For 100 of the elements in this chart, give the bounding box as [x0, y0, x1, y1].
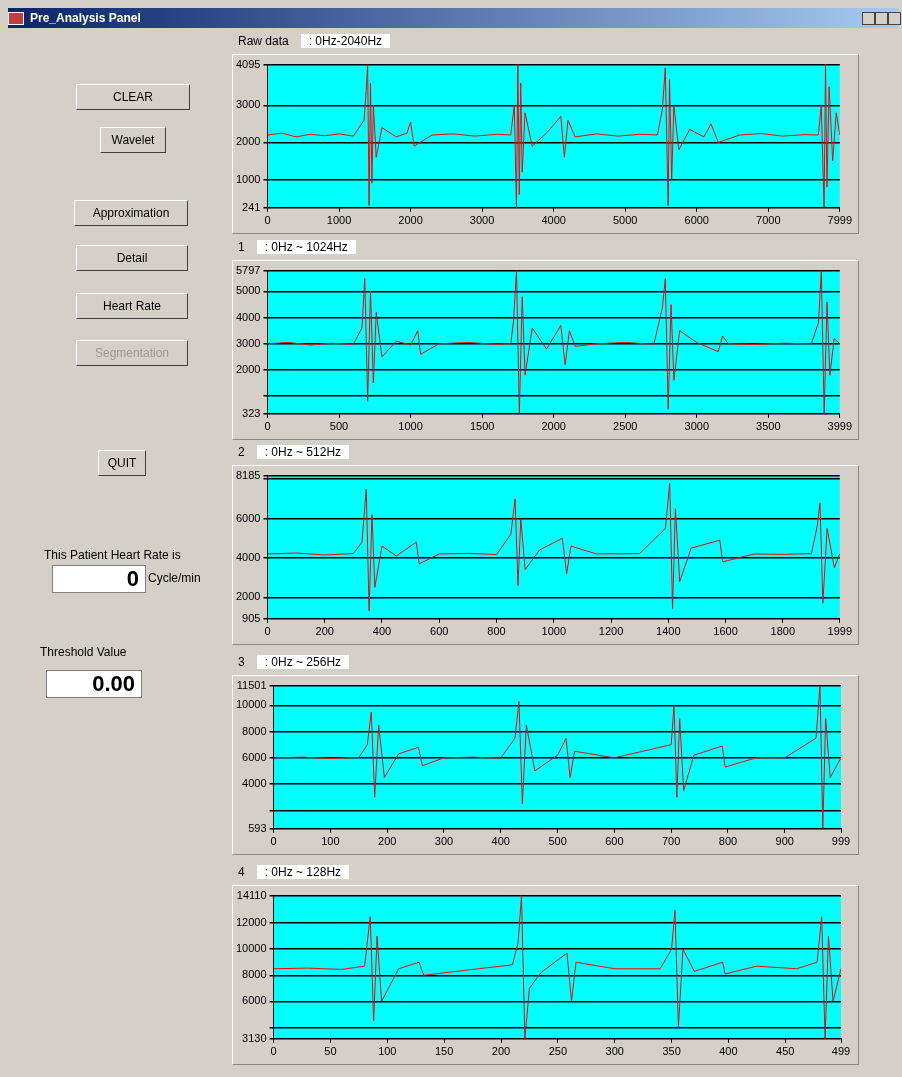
x-tick-label: 2500 — [613, 420, 638, 433]
x-tick-label: 900 — [775, 835, 794, 848]
x-tick-label: 800 — [487, 625, 506, 638]
y-tick-label: 10000 — [235, 698, 267, 711]
x-tick-label: 2000 — [541, 420, 566, 433]
y-tick-label: 4095 — [235, 57, 261, 70]
chart-title: 3 — [238, 655, 245, 669]
chart-title: 4 — [238, 865, 245, 879]
text: QUIT — [98, 450, 146, 476]
x-tick-label: 499 — [831, 1045, 851, 1058]
y-tick-label: 2000 — [235, 362, 261, 375]
y-tick-label: 905 — [242, 611, 261, 624]
x-tick-label: 7000 — [756, 214, 781, 227]
x-tick-label: 150 — [434, 1045, 454, 1058]
chart-title: Raw data — [238, 34, 289, 48]
y-tick-label: 5000 — [235, 284, 261, 297]
text: This Patient Heart Rate is — [44, 548, 182, 562]
x-tick-label: 250 — [548, 1045, 568, 1058]
y-tick-label: 6000 — [242, 750, 267, 763]
y-tick-label: 14110 — [236, 888, 267, 901]
chart-subtitle: : 0Hz ~ 1024Hz — [256, 240, 356, 254]
text: Threshold Value — [40, 645, 128, 659]
x-tick-label: 200 — [491, 1045, 511, 1058]
chart-subtitle: : 0Hz ~ 512Hz — [256, 445, 350, 459]
y-tick-label: 11501 — [236, 678, 267, 691]
x-tick-label: 1999 — [827, 625, 853, 638]
x-tick-label: 1000 — [326, 214, 352, 227]
y-tick-label: 3000 — [235, 98, 261, 111]
y-tick-label: 593 — [248, 821, 267, 834]
x-tick-label: 200 — [378, 835, 397, 848]
x-tick-label: 2000 — [398, 214, 423, 227]
x-tick-label: 700 — [661, 835, 681, 848]
x-tick-label: 1800 — [770, 625, 796, 638]
chart-title: 1 — [238, 240, 245, 254]
x-tick-label: 600 — [605, 835, 624, 848]
text: Segmentation — [76, 340, 188, 366]
chart-subtitle: : 0Hz ~ 256Hz — [256, 655, 350, 669]
x-tick-label: 400 — [491, 835, 510, 848]
x-tick-label: 100 — [321, 835, 340, 848]
y-tick-label: 4000 — [235, 310, 261, 323]
x-tick-label: 0 — [264, 214, 271, 227]
x-tick-label: 800 — [718, 835, 738, 848]
x-tick-label: 3000 — [469, 214, 495, 227]
x-tick-label: 450 — [776, 1045, 795, 1058]
chart-subtitle: : 0Hz ~ 128Hz — [256, 865, 350, 879]
x-tick-label: 300 — [605, 1045, 624, 1058]
chart-title: 2 — [238, 445, 245, 459]
y-tick-label: 241 — [242, 200, 261, 213]
x-tick-label: 0 — [270, 835, 277, 848]
text: CLEAR — [76, 84, 190, 110]
x-tick-label: 350 — [662, 1045, 681, 1058]
y-tick-label: 4000 — [235, 550, 261, 563]
y-tick-label: 8000 — [242, 968, 267, 981]
y-tick-label: 12000 — [235, 916, 267, 929]
x-tick-label: 200 — [315, 625, 334, 638]
x-tick-label: 500 — [548, 835, 567, 848]
y-tick-label: 2000 — [235, 590, 261, 603]
text: 0.00 — [46, 670, 142, 698]
y-tick-label: 8000 — [242, 724, 267, 737]
x-tick-label: 999 — [831, 835, 851, 848]
text: Cycle/min — [148, 571, 202, 585]
x-tick-label: 3000 — [684, 420, 710, 433]
y-tick-label: 6000 — [235, 511, 261, 524]
x-tick-label: 6000 — [684, 214, 709, 227]
text: 0 — [52, 565, 146, 593]
text: Approximation — [74, 200, 188, 226]
x-tick-label: 500 — [329, 420, 349, 433]
y-tick-label: 323 — [242, 406, 261, 419]
x-tick-label: 50 — [324, 1045, 337, 1058]
y-tick-label: 5797 — [235, 263, 261, 276]
text: Detail — [76, 245, 188, 271]
x-tick-label: 1500 — [469, 420, 495, 433]
y-tick-label: 6000 — [242, 994, 267, 1007]
y-tick-label: 4000 — [242, 777, 267, 790]
x-tick-label: 1600 — [713, 625, 738, 638]
x-tick-label: 5000 — [612, 214, 638, 227]
y-tick-label: 10000 — [235, 942, 267, 955]
x-tick-label: 300 — [434, 835, 454, 848]
chart-subtitle: : 0Hz-2040Hz — [300, 34, 391, 48]
x-tick-label: 7999 — [827, 214, 853, 227]
y-tick-label: 3000 — [235, 336, 261, 349]
x-tick-label: 1000 — [541, 625, 566, 638]
x-tick-label: 600 — [430, 625, 449, 638]
text: Wavelet — [100, 127, 166, 153]
text: Pre_Analysis Panel — [30, 10, 141, 27]
x-tick-label: 3500 — [756, 420, 781, 433]
text: Heart Rate — [76, 293, 188, 319]
y-tick-label: 3130 — [242, 1031, 267, 1044]
x-tick-label: 0 — [270, 1045, 277, 1058]
x-tick-label: 400 — [719, 1045, 738, 1058]
x-tick-label: 100 — [378, 1045, 397, 1058]
x-tick-label: 400 — [372, 625, 392, 638]
x-tick-label: 0 — [264, 420, 271, 433]
x-tick-label: 1400 — [656, 625, 681, 638]
y-tick-label: 2000 — [235, 135, 261, 148]
y-tick-label: 1000 — [235, 172, 261, 185]
x-tick-label: 3999 — [827, 420, 853, 433]
x-tick-label: 4000 — [541, 214, 566, 227]
x-tick-label: 1000 — [398, 420, 423, 433]
x-tick-label: 0 — [264, 625, 271, 638]
